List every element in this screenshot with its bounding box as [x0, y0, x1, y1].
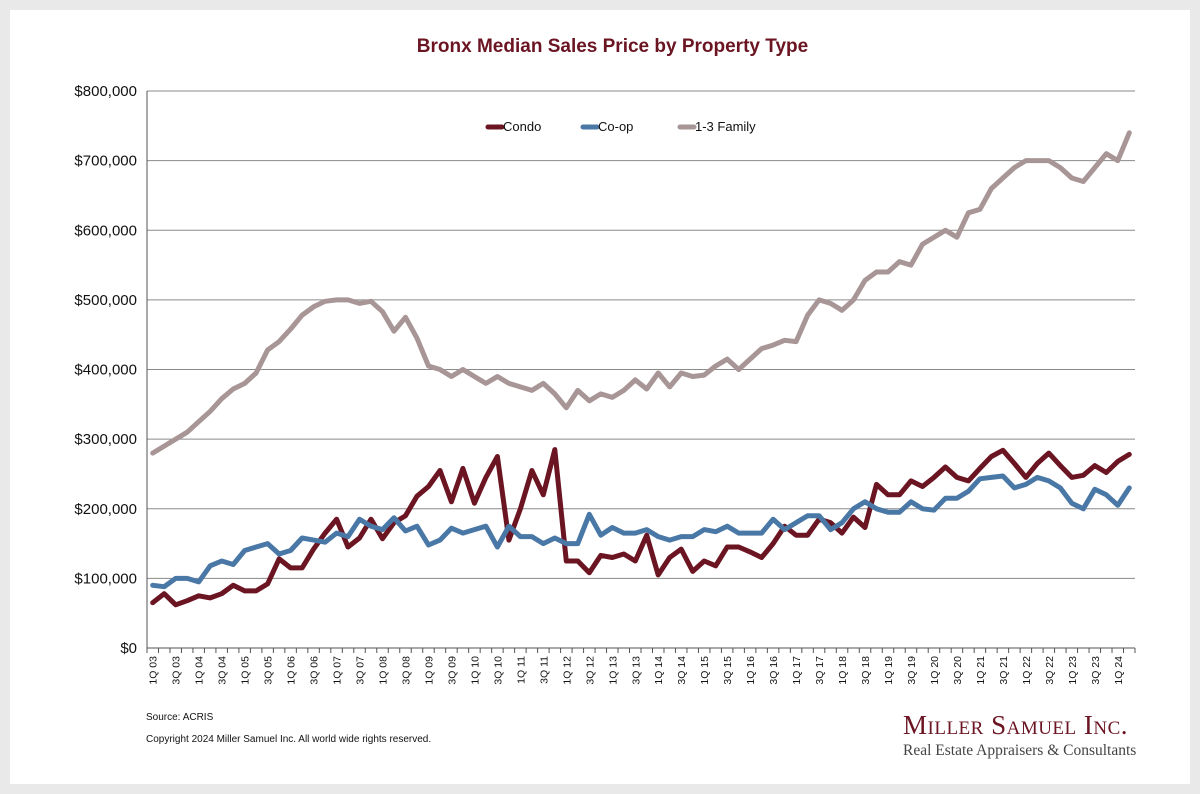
- x-tick-label: 3Q 08: [400, 656, 412, 685]
- x-tick-label: 1Q 07: [332, 656, 344, 685]
- x-tick-label: 3Q 23: [1090, 656, 1102, 685]
- x-tick-label: 3Q 21: [998, 656, 1010, 685]
- x-tick-label: 3Q 10: [492, 656, 504, 685]
- chart-title: Bronx Median Sales Price by Property Typ…: [416, 36, 809, 57]
- y-tick-label: $700,000: [74, 153, 137, 170]
- gridlines: [147, 90, 1135, 579]
- series-line-1-3-family: [150, 130, 1132, 456]
- x-tick-label: 1Q 03: [148, 656, 160, 685]
- series-lines: [150, 130, 1132, 608]
- logo-name: Miller Samuel Inc.: [903, 710, 1129, 740]
- x-tick-label: 1Q 16: [745, 656, 757, 685]
- x-tick-label: 3Q 16: [768, 656, 780, 685]
- series-line-condo: [150, 447, 1132, 608]
- company-logo: Miller Samuel Inc. Real Estate Appraiser…: [903, 710, 1143, 762]
- x-tick-label: 1Q 12: [561, 656, 573, 685]
- y-tick-label: $600,000: [74, 222, 137, 239]
- legend-label-co-op: Co-op: [598, 119, 633, 134]
- x-tick-label: 3Q 15: [722, 656, 734, 685]
- x-tick-label: 1Q 23: [1067, 656, 1079, 685]
- x-tick-label: 3Q 07: [355, 656, 367, 685]
- x-tick-label: 1Q 24: [1113, 656, 1125, 685]
- x-tick-label: 1Q 14: [653, 656, 665, 685]
- y-tick-label: $500,000: [74, 292, 137, 309]
- x-tick-label: 1Q 06: [286, 656, 298, 685]
- x-tick-label: 3Q 03: [171, 656, 183, 685]
- legend-label-1-3-family: 1-3 Family: [695, 119, 756, 134]
- x-tick-label: 1Q 22: [1021, 656, 1033, 685]
- axes: $0 $100,000 $200,000 $300,000 $400,000 $500,0…: [74, 83, 1136, 685]
- y-tick-label: $800,000: [74, 83, 137, 100]
- x-tick-label: 1Q 09: [423, 656, 435, 685]
- x-tick-label: 1Q 15: [699, 656, 711, 685]
- x-tick-label: 1Q 05: [240, 656, 252, 685]
- legend: Condo Co-op 1-3 Family: [485, 119, 756, 134]
- x-tick-label: 1Q 19: [883, 656, 895, 685]
- x-tick-label: 3Q 17: [814, 656, 826, 685]
- x-tick-label: 3Q 05: [263, 656, 275, 685]
- y-tick-label: $400,000: [74, 362, 137, 379]
- logo-tagline: Real Estate Appraisers & Consultants: [903, 742, 1137, 759]
- y-tick-label: $100,000: [74, 570, 137, 587]
- x-tick-label: 3Q 13: [630, 656, 642, 685]
- y-tick-label: $200,000: [74, 501, 137, 518]
- x-tick-label: 3Q 12: [584, 656, 596, 685]
- x-tick-label: 1Q 10: [469, 656, 481, 685]
- x-tick-label: 1Q 11: [515, 656, 527, 684]
- x-tick-label: 1Q 21: [975, 656, 987, 685]
- x-tick-label: 1Q 17: [791, 656, 803, 685]
- x-tick-label: 1Q 18: [837, 656, 849, 685]
- x-tick-label: 3Q 09: [446, 656, 458, 685]
- x-tick-label: 3Q 19: [906, 656, 918, 685]
- x-tick-label: 3Q 18: [860, 656, 872, 685]
- x-tick-label: 1Q 13: [607, 656, 619, 685]
- y-tick-label: $0: [120, 640, 137, 657]
- copyright-note: Copyright 2024 Miller Samuel Inc. All wo…: [146, 734, 432, 745]
- x-tick-label: 1Q 08: [378, 656, 390, 685]
- x-tick-label: 1Q 20: [929, 656, 941, 685]
- x-tick-label: 3Q 04: [217, 656, 229, 685]
- legend-label-condo: Condo: [503, 119, 541, 134]
- series-line-co-op: [150, 473, 1132, 590]
- x-tick-label: 3Q 11: [538, 656, 550, 684]
- source-note: Source: ACRIS: [146, 712, 214, 723]
- x-tick-label: 1Q 04: [194, 656, 206, 685]
- y-tick-label: $300,000: [74, 431, 137, 448]
- x-tick-label: 3Q 22: [1044, 656, 1056, 685]
- x-tick-label: 3Q 06: [309, 656, 321, 685]
- x-tick-label: 3Q 14: [676, 656, 688, 685]
- x-tick-label: 3Q 20: [952, 656, 964, 685]
